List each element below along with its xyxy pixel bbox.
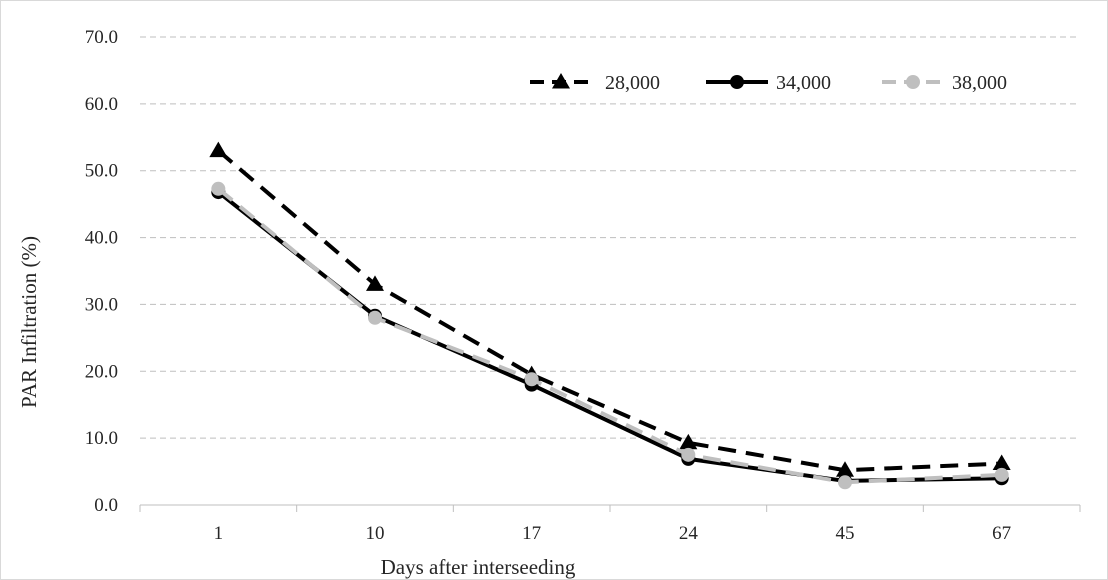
- series-line: [217, 149, 1002, 473]
- legend-marker: [552, 73, 570, 89]
- data-point: [209, 141, 228, 158]
- data-point: [681, 447, 696, 462]
- series-2: [211, 181, 1009, 490]
- x-axis-title: Days after interseeding: [381, 555, 576, 579]
- data-point: [524, 372, 539, 387]
- data-point: [836, 461, 854, 477]
- legend-item: 38,000: [882, 72, 1007, 94]
- x-tick-label: 10: [366, 523, 385, 544]
- y-tick-label: 30.0: [85, 294, 118, 315]
- legend-label: 34,000: [776, 72, 831, 94]
- data-point: [679, 433, 698, 450]
- y-axis-title: PAR Infiltration (%): [17, 236, 41, 408]
- legend-item: 28,000: [530, 72, 660, 94]
- y-tick-label: 60.0: [85, 94, 118, 115]
- y-tick-label: 0.0: [94, 495, 118, 516]
- legend-label: 28,000: [605, 72, 660, 94]
- x-tick-label: 45: [836, 523, 855, 544]
- legend-label: 38,000: [952, 72, 1007, 94]
- legend-marker: [730, 75, 744, 89]
- data-point: [992, 454, 1011, 471]
- y-tick-label: 70.0: [85, 27, 118, 48]
- x-axis-ticks: 1 10 17 24 45 67: [139, 505, 1081, 544]
- series-line: [217, 187, 1002, 485]
- data-point: [838, 475, 852, 490]
- y-tick-label: 20.0: [85, 361, 118, 382]
- legend-item: 34,000: [706, 72, 831, 94]
- x-tick-label: 1: [214, 523, 224, 544]
- data-point: [211, 181, 226, 196]
- y-axis-ticks: 0.0 10.0 20.0 30.0 40.0 50.0 60.0 70.0: [85, 27, 118, 516]
- x-tick-label: 67: [992, 523, 1011, 544]
- data-point: [368, 310, 382, 325]
- y-tick-label: 10.0: [85, 428, 118, 449]
- data-point: [366, 275, 384, 291]
- x-tick-label: 24: [679, 523, 699, 544]
- y-tick-label: 50.0: [85, 161, 118, 182]
- y-tick-label: 40.0: [85, 228, 118, 249]
- x-tick-label: 17: [522, 523, 541, 544]
- legend: 28,000 34,000 38,000: [530, 72, 1007, 94]
- legend-marker: [906, 75, 920, 89]
- data-point: [994, 467, 1009, 482]
- series-group: [209, 141, 1011, 490]
